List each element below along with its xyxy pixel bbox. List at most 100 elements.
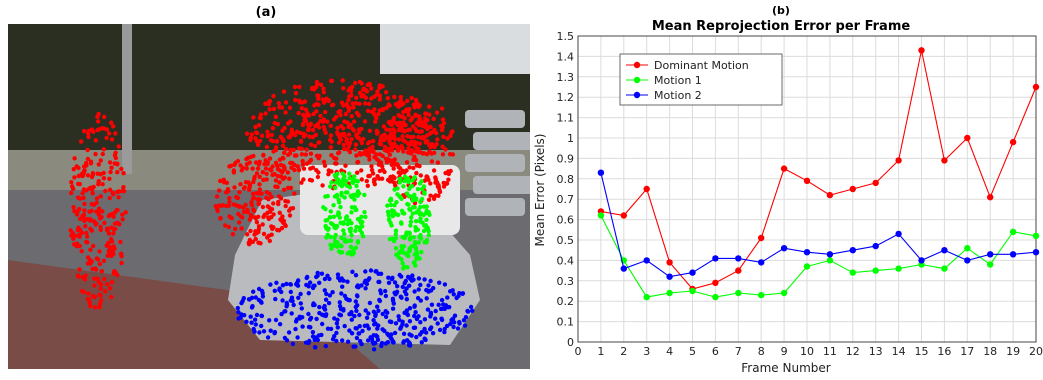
tracked-point (446, 305, 450, 309)
tracked-point (446, 169, 450, 173)
tracked-point (434, 309, 438, 313)
tracked-point (102, 176, 106, 180)
tracked-point (316, 175, 320, 179)
tracked-point (316, 170, 320, 174)
tracked-point (314, 317, 318, 321)
tracked-point (363, 215, 367, 219)
tracked-point (347, 132, 351, 136)
data-point (804, 263, 810, 269)
tracked-point (109, 121, 113, 125)
tracked-point (270, 227, 274, 231)
tracked-point (371, 139, 375, 143)
tracked-point (273, 297, 277, 301)
tracked-point (402, 332, 406, 336)
tracked-point (342, 143, 346, 147)
tracked-point (417, 276, 421, 280)
tracked-point (311, 128, 315, 132)
tracked-point (436, 160, 440, 164)
y-tick-label: 0.9 (557, 152, 575, 165)
tracked-point (102, 221, 106, 225)
tracked-point (248, 229, 252, 233)
tracked-point (368, 82, 372, 86)
tracked-point (378, 108, 382, 112)
tracked-point (341, 221, 345, 225)
tracked-point (77, 174, 81, 178)
tracked-point (419, 173, 423, 177)
tracked-point (265, 211, 269, 215)
tracked-point (257, 330, 261, 334)
data-point (666, 259, 672, 265)
tracked-point (274, 178, 278, 182)
tracked-point (88, 248, 92, 252)
y-tick-label: 1 (567, 132, 574, 145)
tracked-point (381, 84, 385, 88)
tracked-point (124, 210, 128, 214)
tracked-point (396, 113, 400, 117)
tracked-point (354, 184, 358, 188)
x-tick-label: 16 (937, 345, 951, 358)
tracked-point (240, 168, 244, 172)
tracked-point (288, 106, 292, 110)
y-tick-label: 1.3 (557, 71, 575, 84)
tracked-point (388, 198, 392, 202)
tracked-point (390, 208, 394, 212)
tracked-point (107, 249, 111, 253)
tracked-point (245, 162, 249, 166)
tracked-point (442, 181, 446, 185)
tracked-point (415, 101, 419, 105)
y-tick-label: 1.4 (557, 50, 575, 63)
data-point (804, 249, 810, 255)
x-tick-label: 5 (689, 345, 696, 358)
tracked-point (95, 277, 99, 281)
tracked-point (339, 236, 343, 240)
tracked-point (111, 191, 115, 195)
tracked-point (278, 158, 282, 162)
tracked-point (304, 152, 308, 156)
tracked-point (337, 150, 341, 154)
tracked-point (405, 99, 409, 103)
data-point (895, 157, 901, 163)
tracked-point (288, 161, 292, 165)
tracked-point (279, 135, 283, 139)
tracked-point (401, 121, 405, 125)
tracked-point (414, 141, 418, 145)
tracked-point (113, 153, 117, 157)
tracked-point (402, 179, 406, 183)
tracked-point (322, 90, 326, 94)
tracked-point (102, 147, 106, 151)
tracked-point (433, 175, 437, 179)
tracked-point (283, 309, 287, 313)
tracked-point (320, 272, 324, 276)
tracked-point (305, 147, 309, 151)
tracked-point (350, 205, 354, 209)
tracked-point (102, 171, 106, 175)
data-point (1033, 233, 1039, 239)
tracked-point (295, 335, 299, 339)
tracked-point (324, 298, 328, 302)
tracked-point (72, 156, 76, 160)
tracked-point (252, 327, 256, 331)
legend-label: Motion 2 (654, 89, 702, 102)
tracked-point (399, 222, 403, 226)
tracked-point (418, 212, 422, 216)
tracked-point (89, 160, 93, 164)
data-point (1033, 249, 1039, 255)
tracked-point (426, 307, 430, 311)
tracked-point (350, 127, 354, 131)
tracked-point (357, 331, 361, 335)
tracked-point (307, 291, 311, 295)
tracked-point (311, 284, 315, 288)
tracked-point (333, 186, 337, 190)
tracked-point (264, 166, 268, 170)
tracked-point (428, 279, 432, 283)
tracked-point (102, 115, 106, 119)
tracked-point (349, 210, 353, 214)
tracked-point (227, 196, 231, 200)
tracked-point (408, 232, 412, 236)
tracked-point (404, 286, 408, 290)
tracked-point (409, 333, 413, 337)
tracked-point (320, 183, 324, 187)
parked-car (465, 110, 525, 128)
tracked-point (255, 220, 259, 224)
tracked-point (413, 127, 417, 131)
